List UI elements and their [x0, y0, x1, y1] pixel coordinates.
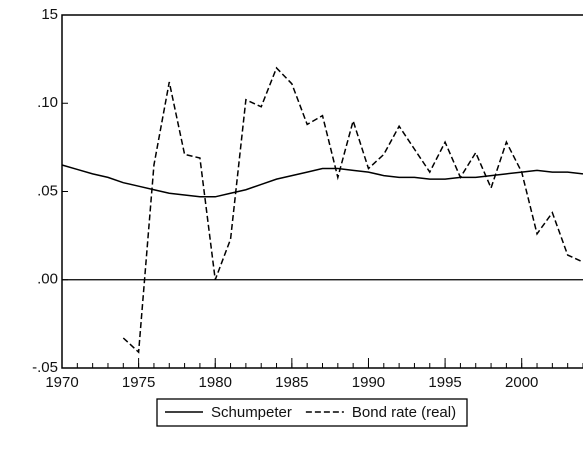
series-line — [61, 164, 583, 198]
y-tick-label: 15 — [41, 6, 58, 23]
legend-label: Bond rate (real) — [352, 404, 456, 421]
y-tick-label: .10 — [37, 94, 58, 111]
x-tick-label: 1980 — [199, 374, 232, 391]
x-tick-label: 2000 — [505, 374, 538, 391]
legend-label: Schumpeter — [211, 404, 292, 421]
x-tick-label: 1975 — [122, 374, 155, 391]
x-tick-label: 1985 — [275, 374, 308, 391]
legend-box — [156, 398, 468, 427]
x-tick-label: 1990 — [352, 374, 385, 391]
y-tick-label: .05 — [37, 182, 58, 199]
x-tick-label: 1970 — [45, 374, 78, 391]
y-tick-label: .00 — [37, 271, 58, 288]
x-tick-label: 1995 — [428, 374, 461, 391]
series-line — [122, 66, 583, 354]
y-tick-label: -.05 — [32, 359, 58, 376]
plot-frame — [61, 14, 583, 369]
